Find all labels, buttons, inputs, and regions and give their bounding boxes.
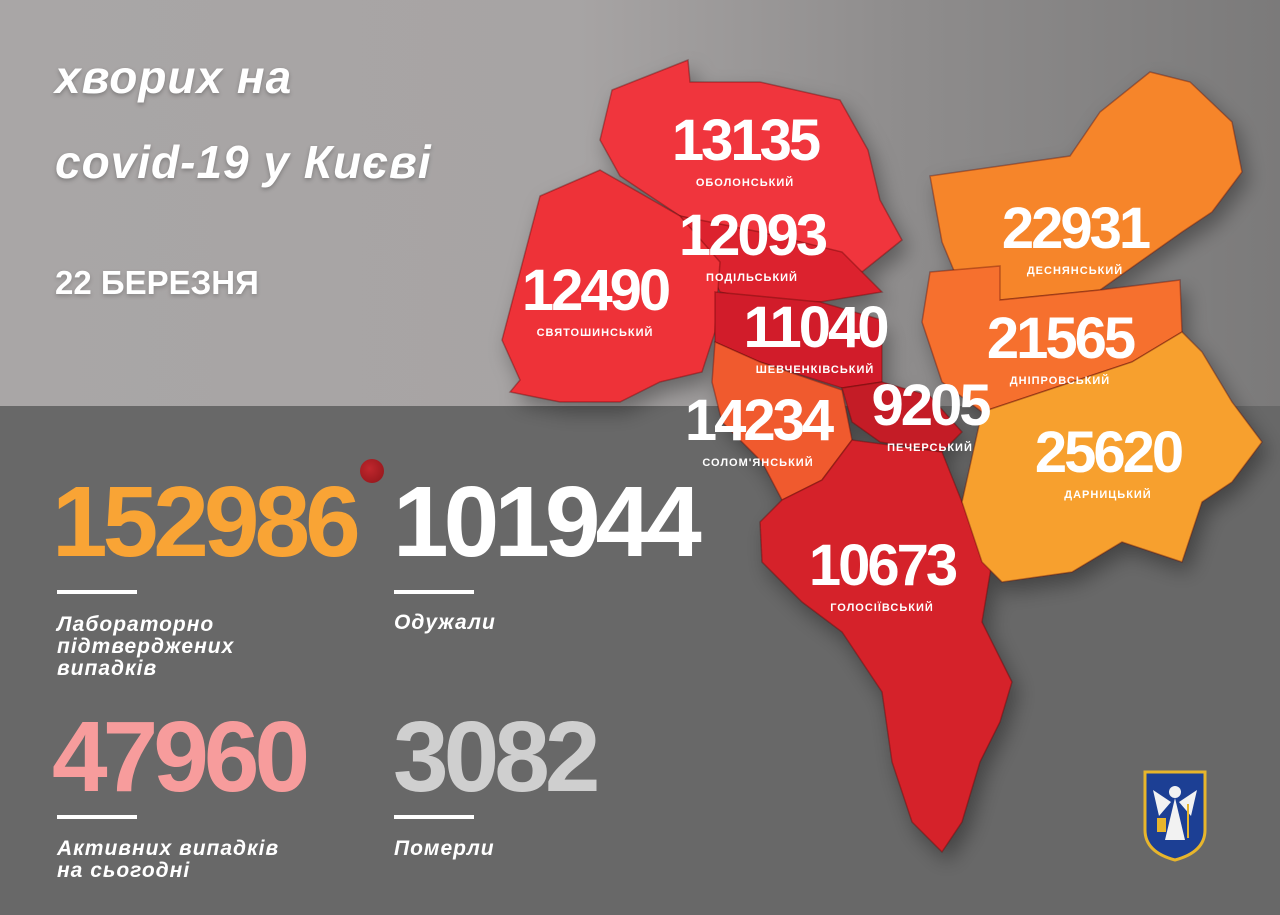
district-name: ГОЛОСІЇВСЬКИЙ <box>830 601 934 614</box>
recovered-label: Одужали <box>394 612 496 634</box>
divider <box>394 815 474 819</box>
label-line: випадків <box>57 657 158 680</box>
label-line: Одужали <box>394 611 496 634</box>
recovered-count: 101944 <box>393 466 702 578</box>
district-darnytskyi-area[interactable] <box>961 331 1263 583</box>
title-line-2: covid-19 у Києві <box>55 136 432 188</box>
district-case-count: 9205 <box>871 373 990 438</box>
district-case-count: 13135 <box>672 108 820 173</box>
district-case-count: 10673 <box>809 533 957 598</box>
divider <box>57 815 137 819</box>
deaths-label: Померли <box>394 838 495 860</box>
report-date: 22 БЕРЕЗНЯ <box>55 264 259 301</box>
district-pecherskyi-area[interactable] <box>841 381 964 453</box>
deaths-count: 3082 <box>393 701 600 813</box>
district-case-count: 11040 <box>743 295 887 360</box>
confirmed-label: Лабораторно підтверджених випадків <box>57 614 234 680</box>
district-name: ОБОЛОНСЬКИЙ <box>696 176 794 189</box>
district-case-count: 21565 <box>987 306 1135 371</box>
kyiv-coat-of-arms-icon <box>1143 770 1207 862</box>
district-name: ДАРНИЦЬКИЙ <box>1064 488 1151 501</box>
active-label: Активних випадків на сьогодні <box>57 838 279 882</box>
district-case-count: 12093 <box>679 203 827 268</box>
district-holosiivskyi-area[interactable] <box>759 439 1013 854</box>
district-case-count: 25620 <box>1035 420 1182 485</box>
label-line: Активних випадків <box>57 837 280 860</box>
district-name: ШЕВЧЕНКІВСЬКИЙ <box>756 363 875 376</box>
label-line: Лабораторно <box>57 613 215 636</box>
divider <box>57 590 137 594</box>
district-case-count: 22931 <box>1002 196 1150 261</box>
label-line: підтверджених <box>57 635 235 658</box>
district-name: ДНІПРОВСЬКИЙ <box>1010 374 1110 387</box>
divider <box>394 590 474 594</box>
district-name: ПЕЧЕРСЬКИЙ <box>887 441 973 454</box>
label-line: на сьогодні <box>57 859 191 882</box>
active-count: 47960 <box>52 701 310 813</box>
district-case-count: 14234 <box>685 388 834 453</box>
confirmed-count: 152986 <box>52 466 361 578</box>
district-name: СВЯТОШИНСЬКИЙ <box>537 326 654 339</box>
virus-icon <box>360 459 384 483</box>
district-name: СОЛОМ'ЯНСЬКИЙ <box>702 456 813 469</box>
district-name: ДЕСНЯНСЬКИЙ <box>1027 264 1123 277</box>
district-case-count: 12490 <box>522 258 669 323</box>
district-sviatoshynskyi-area[interactable] <box>501 169 721 403</box>
title-line-1: хворих на <box>55 51 293 103</box>
label-line: Померли <box>394 837 495 860</box>
district-obolonskyi-area[interactable] <box>599 58 903 273</box>
district-name: ПОДІЛЬСЬКИЙ <box>706 271 798 284</box>
